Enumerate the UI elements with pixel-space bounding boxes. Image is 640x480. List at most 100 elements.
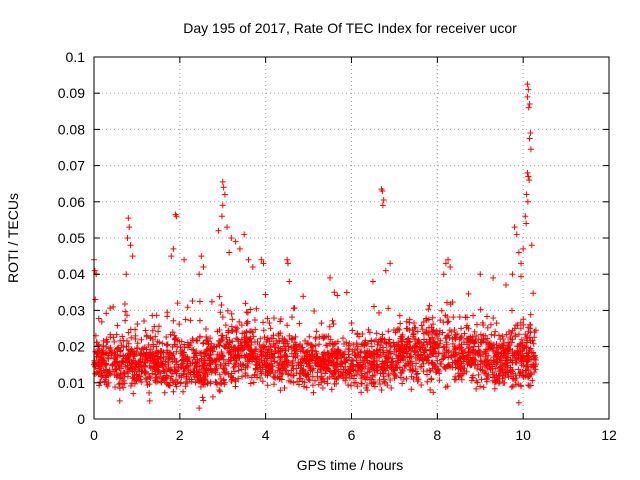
data-point [497, 366, 504, 373]
data-point [523, 343, 530, 350]
data-point [339, 372, 346, 379]
data-point [142, 353, 149, 360]
data-point [473, 385, 480, 392]
data-point [410, 331, 417, 338]
data-point [146, 389, 153, 396]
data-point [302, 370, 309, 377]
data-point [229, 327, 236, 334]
data-point [396, 312, 403, 319]
data-point [184, 357, 191, 364]
data-point [155, 369, 162, 376]
data-point [288, 334, 295, 341]
data-point [179, 361, 186, 368]
data-point [204, 338, 211, 345]
data-point [248, 350, 255, 357]
data-point [238, 322, 245, 329]
data-point [152, 371, 159, 378]
data-point [531, 369, 538, 376]
data-point [437, 317, 444, 324]
data-point [433, 331, 440, 338]
data-point [520, 316, 527, 323]
data-point [458, 325, 465, 332]
data-point [376, 376, 383, 383]
data-point [97, 364, 104, 371]
y-tick-label: 0.06 [58, 194, 85, 210]
data-point [508, 383, 515, 390]
data-point [159, 340, 166, 347]
data-point [475, 371, 482, 378]
data-point [425, 354, 432, 361]
data-point [289, 362, 296, 369]
grid-lines [94, 57, 609, 419]
data-point [178, 347, 185, 354]
data-point [275, 331, 282, 338]
data-point [223, 334, 230, 341]
data-point [511, 224, 518, 231]
data-point [397, 369, 404, 376]
data-point [322, 370, 329, 377]
data-point [517, 382, 524, 389]
data-point [459, 353, 466, 360]
data-point [127, 242, 134, 249]
data-point [196, 405, 203, 412]
data-point [503, 369, 510, 376]
data-point [179, 349, 186, 356]
data-point [386, 348, 393, 355]
data-point [430, 350, 437, 357]
data-point [520, 321, 527, 328]
data-point [421, 336, 428, 343]
data-point [173, 368, 180, 375]
data-point [116, 385, 123, 392]
y-tick-label: 0.02 [58, 339, 85, 355]
data-point [523, 220, 530, 227]
data-point [343, 289, 350, 296]
data-point [172, 335, 179, 342]
data-point [111, 349, 118, 356]
data-point [530, 350, 537, 357]
data-point [526, 177, 533, 184]
data-point [170, 245, 177, 252]
data-point [452, 331, 459, 338]
data-point [218, 362, 225, 369]
data-point [170, 317, 177, 324]
data-point [465, 290, 472, 297]
data-point [342, 359, 349, 366]
data-point [98, 318, 105, 325]
data-point [385, 305, 392, 312]
data-point [305, 360, 312, 367]
data-point [438, 360, 445, 367]
data-point [141, 318, 148, 325]
data-point [285, 346, 292, 353]
data-point [313, 328, 320, 335]
data-point [202, 325, 209, 332]
data-point [484, 324, 491, 331]
data-point [286, 377, 293, 384]
data-point [124, 235, 131, 241]
data-point [491, 377, 498, 384]
data-point [169, 370, 176, 377]
data-point [284, 322, 291, 329]
data-point [324, 380, 331, 387]
data-point [456, 313, 463, 320]
data-point [232, 376, 239, 383]
data-point [388, 384, 395, 391]
data-point [435, 350, 442, 357]
data-point [172, 336, 179, 343]
data-point [242, 364, 249, 371]
data-point [104, 383, 111, 390]
data-point [252, 348, 259, 355]
data-point [263, 338, 270, 345]
data-point [193, 337, 200, 344]
data-point [487, 321, 494, 328]
data-point [204, 362, 211, 369]
data-point [117, 347, 124, 354]
data-point [440, 343, 447, 350]
data-point [446, 362, 453, 369]
data-point [249, 329, 256, 336]
data-point [432, 345, 439, 352]
data-point [178, 338, 185, 345]
data-point [294, 378, 301, 385]
data-point [311, 307, 318, 314]
data-point [262, 291, 269, 298]
data-point [458, 360, 465, 367]
